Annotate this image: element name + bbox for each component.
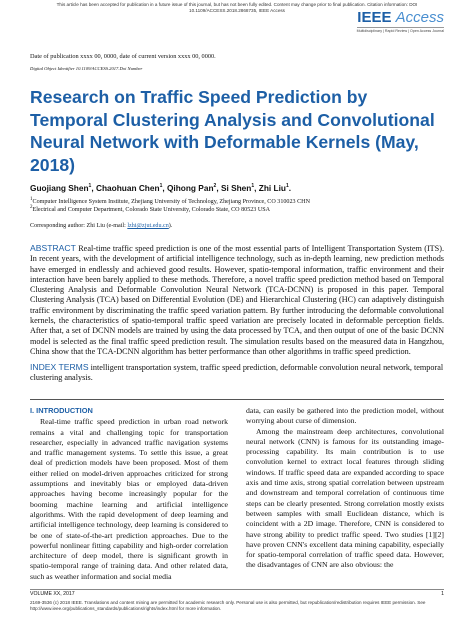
authors: Guojiang Shen1, Chaohuan Chen1, Qihong P… (30, 183, 291, 193)
affiliation: 2Electrical and Computer Department, Col… (30, 205, 270, 213)
footer-rule (30, 589, 444, 590)
author-sep: , (162, 183, 165, 193)
author-sep: , (91, 183, 94, 193)
author-name: Chaohuan Chen (95, 183, 160, 193)
journal-tagline: Multidisciplinary | Rapid Review | Open … (356, 27, 444, 33)
paragraph: Among the mainstream deep architectures,… (246, 426, 444, 570)
author-sep: . (288, 183, 292, 193)
journal-prefix: IEEE (357, 9, 392, 26)
volume: VOLUME XX, 2017 (30, 591, 75, 597)
author-name: Guojiang Shen (30, 183, 89, 193)
affiliation-sup: 1 (30, 197, 33, 202)
author-name: Zhi Liu (258, 183, 286, 193)
section-heading: I. INTRODUCTION (30, 406, 93, 415)
author-name: Qihong Pan (166, 183, 214, 193)
affiliation: 1Computer Intelligence System Institute,… (30, 197, 310, 205)
banner: This article has been accepted for publi… (56, 2, 418, 13)
separator (30, 399, 444, 400)
paragraph: data, can easily be gathered into the pr… (246, 406, 444, 426)
page-number: 1 (441, 591, 444, 597)
author-affil: 1 (88, 183, 92, 190)
index-terms: INDEX TERMS intelligent transportation s… (30, 362, 444, 384)
author-name: Si Shen (220, 183, 252, 193)
author-affil: 2 (213, 183, 217, 190)
paragraph: Real-time traffic speed prediction in ur… (30, 417, 228, 581)
date-line: Date of publication xxxx 00, 0000, date … (30, 53, 216, 60)
right-column: data, can easily be gathered into the pr… (246, 406, 444, 571)
affiliation-text: Electrical and Computer Department, Colo… (32, 207, 271, 214)
affiliation-sup: 2 (30, 205, 33, 210)
copyright: 2169-3536 (c) 2018 IEEE. Translations an… (30, 600, 426, 611)
journal-logo: IEEE Access Multidisciplinary | Rapid Re… (356, 9, 444, 33)
author-affil: 1 (251, 183, 255, 190)
journal-name: Access (395, 9, 444, 26)
doi-line: Digital Object Identifier 10.1109/ACCESS… (30, 66, 143, 71)
index-text: intelligent transportation system, traff… (30, 363, 444, 383)
corresponding: Corresponding author: Zhi Liu (e-mail: l… (30, 223, 172, 229)
corr-suffix: ). (168, 223, 173, 229)
abstract-label: ABSTRACT (30, 243, 76, 253)
author-sep: , (254, 183, 257, 193)
author-affil: 1 (285, 183, 289, 190)
abstract: ABSTRACT Real-time traffic speed predict… (30, 243, 444, 357)
email-link[interactable]: lzhi@zjut.edu.cn (127, 223, 169, 229)
index-label: INDEX TERMS (30, 362, 89, 372)
affiliation-text: Computer Intelligence System Institute, … (32, 199, 310, 206)
abstract-text: Real-time traffic speed prediction is on… (30, 244, 445, 356)
author-sep: , (216, 183, 219, 193)
corr-prefix: Corresponding author: Zhi Liu (e-mail: (30, 223, 128, 229)
author-affil: 1 (159, 183, 163, 190)
paper-title: Research on Traffic Speed Prediction by … (30, 87, 435, 175)
left-column: I. INTRODUCTION Real-time traffic speed … (30, 406, 228, 582)
